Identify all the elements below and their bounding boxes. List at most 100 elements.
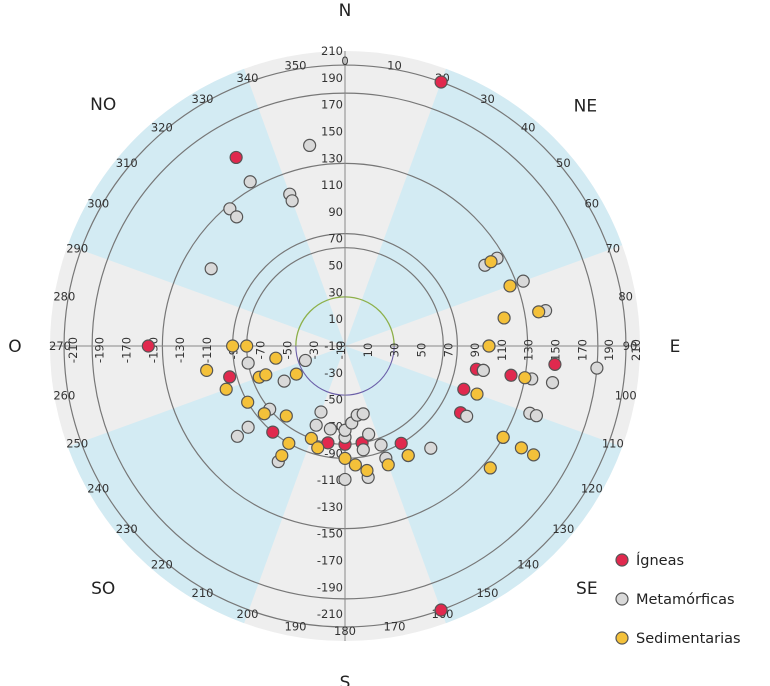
angular-tick-label: 180 bbox=[334, 624, 356, 638]
radial-tick-label-horizontal: 90 bbox=[468, 343, 482, 358]
angular-tick-label: 170 bbox=[384, 620, 406, 634]
legend-marker bbox=[615, 592, 629, 606]
legend-marker bbox=[615, 631, 629, 645]
angular-tick-label: 240 bbox=[87, 482, 109, 496]
data-point bbox=[348, 458, 363, 472]
direction-label-n: N bbox=[339, 1, 352, 21]
radial-tick-label: 190 bbox=[321, 71, 343, 85]
data-point bbox=[257, 407, 271, 421]
data-point bbox=[279, 409, 293, 423]
radial-tick-label-horizontal: 50 bbox=[414, 343, 428, 358]
data-point bbox=[323, 422, 337, 436]
legend-label: Sedimentarias bbox=[636, 631, 741, 647]
data-point bbox=[590, 361, 604, 375]
radial-tick-label: 70 bbox=[328, 232, 343, 246]
data-point bbox=[259, 368, 273, 382]
data-point bbox=[532, 305, 546, 319]
angular-tick-label: 250 bbox=[66, 436, 88, 450]
radial-tick-label-horizontal: 70 bbox=[441, 343, 455, 358]
data-point bbox=[504, 368, 518, 382]
angular-tick-label: 110 bbox=[602, 436, 624, 450]
data-point bbox=[285, 194, 299, 208]
radial-tick-label: 10 bbox=[328, 312, 343, 326]
angular-tick-label: 80 bbox=[618, 290, 633, 304]
data-point bbox=[219, 382, 233, 396]
radial-tick-label: -210 bbox=[317, 607, 343, 621]
data-point bbox=[241, 356, 255, 370]
data-point bbox=[229, 150, 243, 165]
radial-tick-label-horizontal: -190 bbox=[93, 337, 107, 363]
data-point bbox=[476, 363, 490, 377]
data-point bbox=[303, 138, 317, 153]
data-point bbox=[338, 472, 352, 487]
data-point bbox=[277, 374, 291, 388]
angular-tick-label: 330 bbox=[192, 92, 214, 106]
data-point bbox=[548, 357, 562, 371]
radial-tick-label: -110 bbox=[317, 473, 343, 487]
data-point bbox=[309, 418, 323, 432]
data-point bbox=[226, 339, 240, 353]
radial-tick-label-horizontal: -10 bbox=[334, 341, 348, 360]
data-point bbox=[243, 175, 257, 189]
angular-tick-label: 10 bbox=[387, 58, 402, 72]
data-point bbox=[457, 382, 471, 396]
radial-tick-label: -30 bbox=[324, 366, 343, 380]
data-point bbox=[356, 407, 370, 421]
legend-marker bbox=[615, 553, 629, 567]
data-point bbox=[200, 363, 214, 377]
direction-label-e: E bbox=[670, 337, 681, 357]
angular-tick-label: 190 bbox=[285, 620, 307, 634]
grid bbox=[50, 51, 640, 641]
angular-tick-label: 340 bbox=[237, 71, 259, 85]
legend-label: Ígneas bbox=[636, 552, 684, 569]
data-point bbox=[460, 409, 474, 423]
data-point bbox=[434, 603, 448, 617]
data-point bbox=[482, 339, 496, 353]
data-point bbox=[241, 395, 255, 409]
data-point bbox=[266, 425, 280, 439]
tick-labels: -210-190-170-150-130-110-90-70-50-30-101… bbox=[49, 44, 643, 638]
data-point bbox=[514, 441, 529, 455]
radial-tick-label: 30 bbox=[328, 285, 343, 299]
radial-tick-label: -170 bbox=[317, 554, 343, 568]
radial-tick-label-horizontal: 10 bbox=[361, 343, 375, 358]
direction-label-se: SE bbox=[576, 579, 598, 599]
data-point bbox=[240, 339, 254, 353]
radial-tick-label-horizontal: 30 bbox=[388, 343, 402, 358]
radial-tick-label-horizontal: -30 bbox=[307, 341, 321, 360]
radial-tick-label-horizontal: 170 bbox=[575, 339, 589, 361]
data-point bbox=[434, 75, 448, 89]
angular-tick-label: 140 bbox=[517, 557, 539, 571]
data-point bbox=[529, 409, 544, 423]
angular-tick-label: 220 bbox=[151, 557, 173, 571]
angular-tick-label: 70 bbox=[605, 242, 620, 256]
radial-tick-label-horizontal: -50 bbox=[280, 341, 294, 360]
data-point bbox=[470, 387, 484, 401]
angular-tick-label: 150 bbox=[477, 586, 499, 600]
data-point bbox=[275, 448, 289, 463]
direction-labels: N NE E SE S SO O NO bbox=[8, 1, 680, 686]
direction-label-o: O bbox=[8, 337, 21, 357]
angular-tick-label: 120 bbox=[581, 482, 603, 496]
data-point bbox=[496, 430, 510, 444]
legend-label: Metamórficas bbox=[636, 592, 735, 608]
direction-label-so: SO bbox=[91, 579, 115, 599]
data-point bbox=[298, 353, 312, 368]
data-point bbox=[338, 451, 352, 465]
angular-tick-label: 40 bbox=[521, 121, 536, 135]
data-point bbox=[314, 405, 328, 419]
angular-tick-label: 50 bbox=[556, 156, 571, 170]
data-point bbox=[282, 436, 296, 450]
radial-tick-label-horizontal: 130 bbox=[522, 339, 536, 361]
radial-tick-label-horizontal: -130 bbox=[173, 337, 187, 363]
direction-label-ne: NE bbox=[574, 97, 597, 117]
data-point bbox=[484, 255, 498, 269]
data-point bbox=[401, 448, 415, 463]
data-point bbox=[381, 458, 395, 472]
radial-tick-label: 130 bbox=[321, 151, 343, 165]
direction-label-no: NO bbox=[90, 95, 116, 115]
angular-tick-label: 90 bbox=[623, 339, 638, 353]
angular-tick-label: 260 bbox=[53, 388, 75, 402]
data-point bbox=[141, 339, 155, 353]
